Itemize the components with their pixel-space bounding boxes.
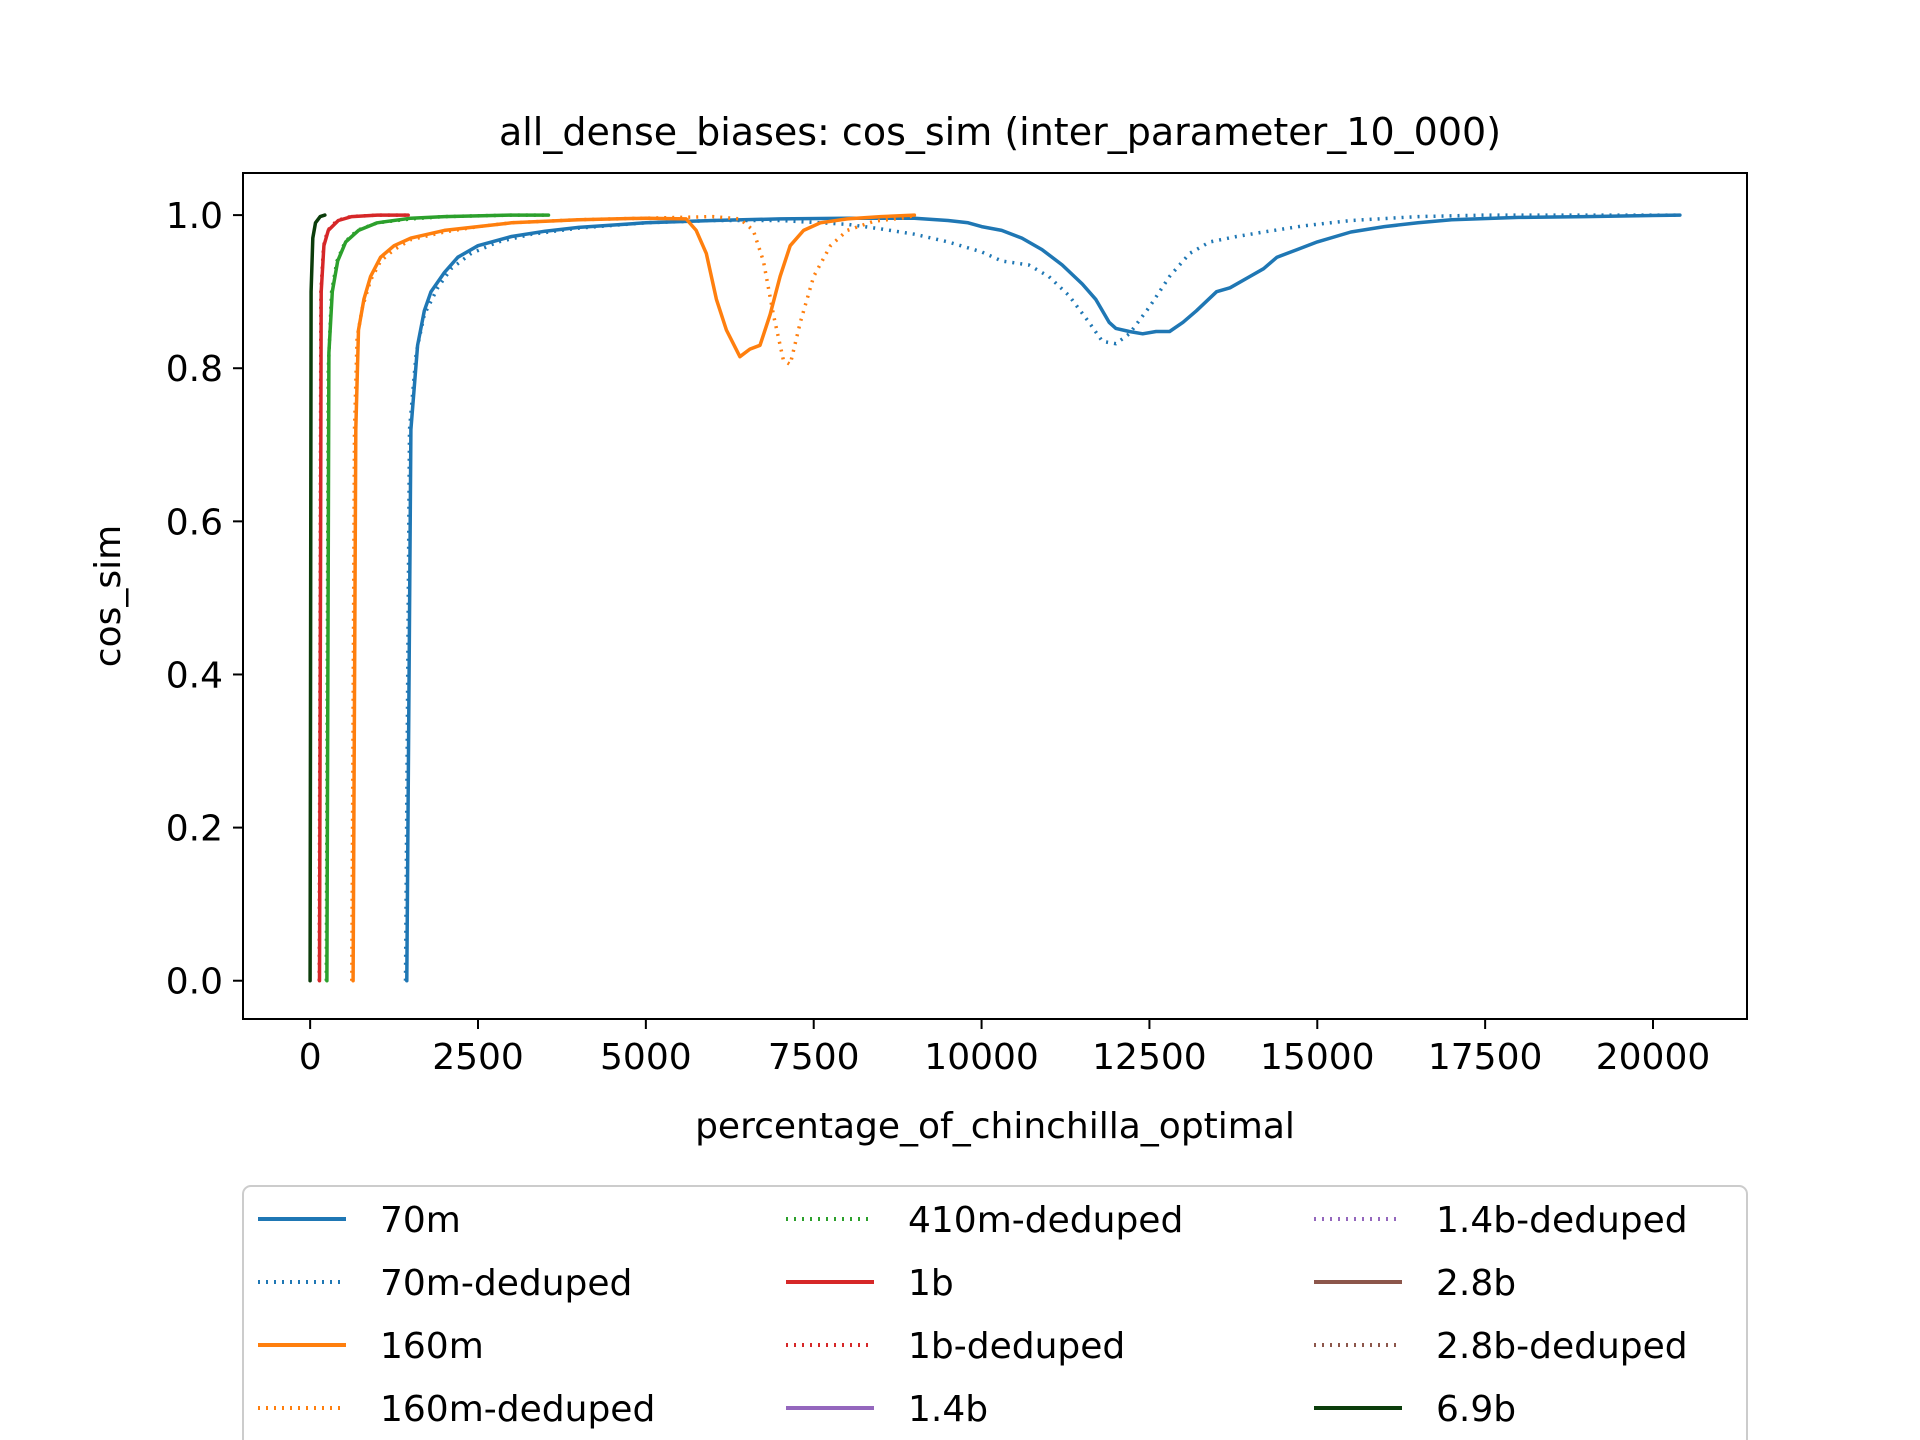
x-tick-label: 7500 [768,1037,860,1078]
legend-box [242,1185,1748,1440]
series-line-160m-deduped [350,213,915,981]
legend-label: 6.9b [1436,1389,1516,1430]
legend: 70m 70m-deduped 160m 160m-deduped 410m-dedup… [242,1185,1748,1440]
legend-label: 70m-deduped [380,1263,632,1304]
x-tick-label: 12500 [1092,1037,1207,1078]
legend-label: 1b-deduped [908,1326,1125,1367]
x-tick-label: 15000 [1260,1037,1375,1078]
legend-label: 2.8b [1436,1263,1516,1304]
series-line-1b [317,213,410,983]
legend-label: 160m-deduped [380,1389,655,1430]
y-axis-label: cos_sim [88,525,129,667]
plot-frame [242,172,1748,1020]
legend-label: 1.4b [908,1389,988,1430]
series-line-410m [325,213,551,983]
x-tick-label: 5000 [600,1037,692,1078]
x-axis-label: percentage_of_chinchilla_optimal [695,1106,1295,1147]
y-tick-label: 0.6 [166,502,223,543]
series-line-6_9b [308,213,327,983]
series-line-70m [405,213,1682,983]
series-layer [308,213,1682,983]
x-tick-label: 17500 [1428,1037,1543,1078]
y-tick-label: 0.4 [166,655,223,696]
y-tick-label: 1.0 [166,196,223,237]
x-tick-label: 20000 [1596,1037,1711,1078]
x-tick-label: 10000 [924,1037,1039,1078]
x-tick-label: 0 [299,1037,322,1078]
legend-label: 160m [380,1326,484,1367]
legend-label: 1.4b-deduped [1436,1200,1688,1241]
chart-title: all_dense_biases: cos_sim (inter_paramet… [499,110,1501,154]
series-line-70m-deduped [403,213,1680,981]
x-axis: 0 2500 5000 7500 10000 12500 15000 17500 20000 [299,1019,1711,1078]
series-line-1b-deduped [317,213,409,981]
legend-label: 410m-deduped [908,1200,1183,1241]
legend-label: 2.8b-deduped [1436,1326,1688,1367]
legend-label: 1b [908,1263,954,1304]
x-tick-label: 2500 [432,1037,524,1078]
y-tick-label: 0.2 [166,809,223,850]
legend-label: 70m [380,1200,461,1241]
y-tick-label: 0.8 [166,349,223,390]
y-tick-label: 0.0 [166,962,223,1003]
series-line-160m [351,213,917,983]
y-axis: 0.0 0.2 0.4 0.6 0.8 1.0 [166,196,243,1003]
